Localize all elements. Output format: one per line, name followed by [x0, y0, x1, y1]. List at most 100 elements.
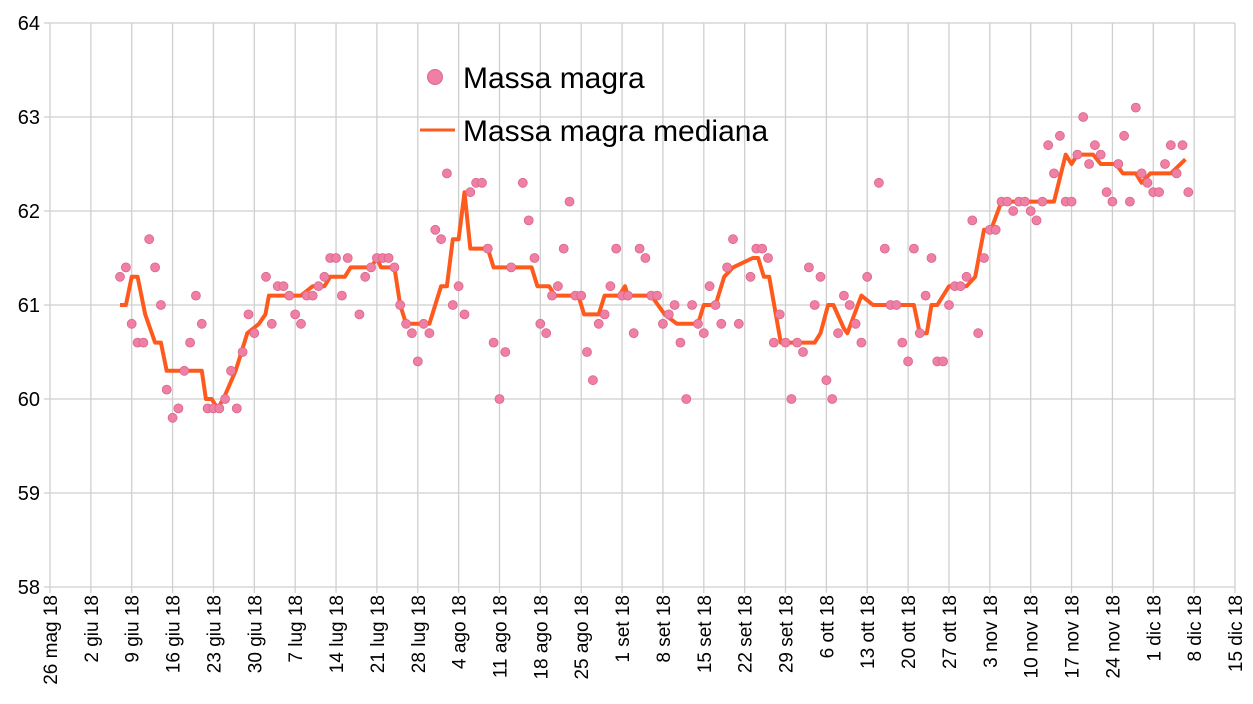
data-point — [628, 328, 639, 339]
data-point — [155, 300, 166, 310]
data-point — [1008, 206, 1019, 216]
data-point — [1136, 168, 1147, 179]
data-point — [733, 318, 744, 329]
data-point — [693, 318, 703, 329]
data-point — [1107, 196, 1118, 207]
data-point — [406, 328, 417, 339]
data-point — [558, 243, 569, 254]
data-point — [1002, 196, 1013, 207]
data-point — [722, 262, 732, 273]
data-point — [1171, 168, 1182, 179]
data-point — [1031, 215, 1042, 226]
data-point — [237, 347, 248, 357]
x-tick-label: 27 ott 18 — [940, 595, 961, 669]
legend-label-massa-magra-mediana: Massa magra mediana — [463, 115, 768, 148]
data-point — [844, 300, 855, 310]
data-point — [623, 290, 633, 301]
data-point — [535, 318, 546, 329]
data-point — [786, 394, 797, 404]
scatter-series — [115, 102, 1194, 423]
data-point — [774, 309, 785, 320]
data-point — [465, 187, 476, 198]
data-point — [506, 262, 517, 273]
data-point — [494, 394, 505, 404]
data-point — [967, 215, 978, 226]
data-point — [821, 375, 832, 386]
data-point — [1055, 130, 1065, 141]
x-tick-label: 2 giu 18 — [82, 595, 103, 663]
data-point — [704, 281, 715, 292]
legend: Massa magra Massa magra mediana — [420, 62, 768, 148]
data-point — [687, 300, 697, 310]
data-point — [879, 243, 890, 254]
data-point — [523, 215, 534, 226]
data-point — [961, 271, 972, 282]
data-point — [809, 300, 820, 310]
data-point — [611, 243, 622, 254]
y-tick-label: 62 — [18, 201, 40, 223]
data-point — [173, 403, 184, 414]
x-tick-label: 20 ott 18 — [899, 595, 920, 669]
x-tick-label: 25 ago 18 — [572, 595, 593, 680]
data-point — [331, 253, 341, 263]
data-point — [804, 262, 814, 273]
data-point — [850, 318, 861, 329]
x-tick-label: 6 ott 18 — [817, 595, 838, 658]
data-point — [955, 281, 966, 292]
data-point — [862, 271, 873, 282]
data-point — [634, 243, 645, 254]
data-point — [979, 253, 989, 263]
data-point — [138, 337, 149, 348]
y-tick-label: 59 — [18, 483, 40, 505]
data-point — [768, 337, 779, 348]
x-tick-label: 17 nov 18 — [1063, 595, 1084, 678]
x-tick-label: 29 set 18 — [777, 595, 798, 673]
data-point — [1066, 196, 1077, 207]
data-point — [126, 318, 137, 329]
data-point — [745, 271, 756, 282]
data-point — [1043, 140, 1054, 151]
data-point — [839, 290, 849, 301]
y-tick-label: 61 — [18, 295, 40, 317]
x-tick-label: 8 set 18 — [654, 595, 675, 663]
data-point — [278, 281, 289, 292]
data-point — [792, 337, 803, 348]
data-point — [1130, 102, 1141, 113]
x-tick-label: 15 set 18 — [695, 595, 716, 673]
data-point — [1101, 187, 1112, 198]
data-point — [1119, 130, 1129, 141]
data-point — [284, 290, 295, 301]
x-tick-label: 21 lug 18 — [368, 595, 389, 673]
data-point — [1160, 159, 1170, 169]
data-point — [582, 347, 592, 357]
data-point — [780, 337, 791, 348]
data-point — [336, 290, 347, 301]
data-point — [290, 309, 301, 320]
data-point — [541, 328, 552, 339]
data-point — [383, 253, 394, 263]
data-point — [441, 168, 452, 179]
data-point — [914, 328, 925, 339]
data-point — [412, 356, 423, 367]
data-point — [121, 262, 131, 273]
x-tick-label: 14 lug 18 — [327, 595, 348, 673]
data-point — [436, 234, 447, 245]
data-point — [663, 309, 674, 320]
x-tick-label: 9 giu 18 — [123, 595, 144, 663]
data-point — [973, 328, 984, 339]
x-tick-label: 26 mag 18 — [41, 595, 62, 685]
data-point — [856, 337, 867, 348]
y-tick-label: 60 — [18, 389, 40, 411]
x-tick-label: 22 set 18 — [736, 595, 757, 673]
x-tick-label: 13 ott 18 — [858, 595, 879, 669]
data-point — [547, 290, 557, 301]
data-point — [926, 253, 937, 263]
x-tick-label: 3 nov 18 — [981, 595, 1002, 668]
data-point — [161, 384, 172, 395]
data-point — [243, 309, 254, 320]
data-point — [529, 253, 540, 263]
data-point — [938, 356, 948, 367]
data-point — [891, 300, 902, 310]
data-point — [482, 243, 493, 254]
